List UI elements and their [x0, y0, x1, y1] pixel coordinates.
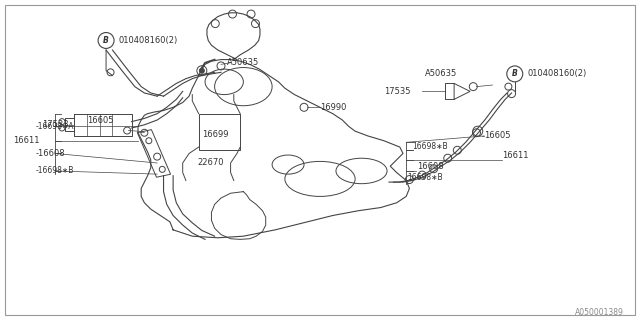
- Text: B: B: [512, 69, 518, 78]
- Text: 16699: 16699: [202, 130, 229, 139]
- Text: A50635: A50635: [227, 58, 260, 67]
- Circle shape: [98, 33, 114, 48]
- Text: 16698∗B: 16698∗B: [408, 173, 443, 182]
- Text: 17535: 17535: [384, 87, 410, 96]
- Text: 16611: 16611: [13, 136, 40, 145]
- Text: 010408160(2): 010408160(2): [527, 69, 587, 78]
- Circle shape: [507, 66, 523, 82]
- Circle shape: [200, 68, 204, 73]
- Text: 16605: 16605: [87, 116, 113, 124]
- Text: A050001389: A050001389: [575, 308, 623, 317]
- Text: 17533: 17533: [42, 120, 69, 129]
- Text: A50635: A50635: [426, 69, 458, 78]
- Text: 16608: 16608: [417, 162, 444, 171]
- Text: 22670: 22670: [197, 158, 224, 167]
- Text: -16608: -16608: [36, 149, 65, 158]
- Text: -16698∗A: -16698∗A: [36, 122, 74, 131]
- Text: -16698∗B: -16698∗B: [36, 166, 74, 175]
- Text: 16605: 16605: [484, 132, 511, 140]
- Text: 16990: 16990: [320, 103, 346, 112]
- Text: 16698∗B: 16698∗B: [413, 142, 448, 151]
- Text: B: B: [103, 36, 109, 45]
- Text: 16611: 16611: [502, 150, 529, 160]
- Text: 010408160(2): 010408160(2): [119, 36, 178, 45]
